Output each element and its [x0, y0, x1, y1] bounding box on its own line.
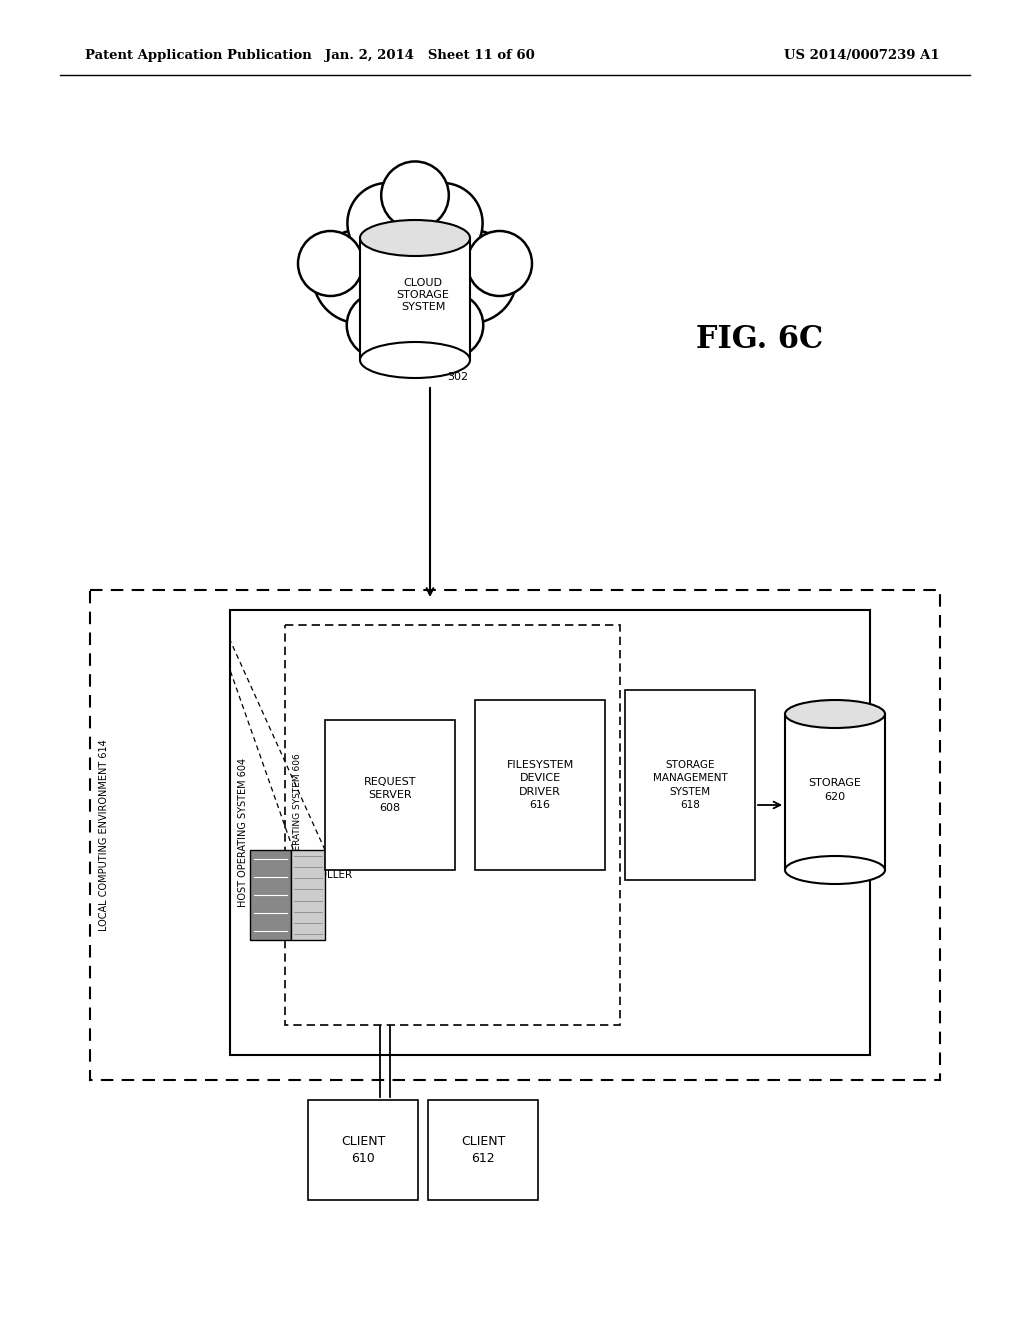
- Text: CLIENT
610: CLIENT 610: [341, 1135, 385, 1166]
- Text: Patent Application Publication: Patent Application Publication: [85, 49, 311, 62]
- Text: Jan. 2, 2014   Sheet 11 of 60: Jan. 2, 2014 Sheet 11 of 60: [326, 49, 535, 62]
- Text: 302: 302: [447, 372, 468, 381]
- Circle shape: [313, 230, 407, 323]
- Text: STORAGE
620: STORAGE 620: [809, 779, 861, 801]
- Circle shape: [381, 161, 449, 230]
- Text: GUEST OPERATING SYSTEM 606: GUEST OPERATING SYSTEM 606: [293, 754, 301, 896]
- Bar: [625, 690, 755, 880]
- Circle shape: [418, 293, 483, 358]
- Bar: [250, 850, 291, 940]
- Bar: [325, 719, 455, 870]
- Ellipse shape: [785, 700, 885, 729]
- Circle shape: [298, 231, 362, 296]
- Bar: [230, 610, 870, 1055]
- Bar: [285, 624, 620, 1026]
- Bar: [291, 850, 325, 940]
- Circle shape: [467, 231, 532, 296]
- Text: FILESYSTEM
DEVICE
DRIVER
616: FILESYSTEM DEVICE DRIVER 616: [507, 760, 573, 809]
- Text: FIG. 6C: FIG. 6C: [696, 325, 823, 355]
- Text: CLOUD
STORAGE
SYSTEM: CLOUD STORAGE SYSTEM: [396, 277, 450, 313]
- Text: STORAGE
MANAGEMENT
SYSTEM
618: STORAGE MANAGEMENT SYSTEM 618: [652, 760, 727, 809]
- Bar: [475, 700, 605, 870]
- Ellipse shape: [785, 855, 885, 884]
- Bar: [428, 1100, 538, 1200]
- Text: LOCAL COMPUTING ENVIRONMENT 614: LOCAL COMPUTING ENVIRONMENT 614: [99, 739, 109, 931]
- Text: US 2014/0007239 A1: US 2014/0007239 A1: [784, 49, 940, 62]
- Circle shape: [347, 293, 412, 358]
- Circle shape: [402, 183, 482, 264]
- Bar: [308, 1100, 418, 1200]
- Text: CLIENT
612: CLIENT 612: [461, 1135, 505, 1166]
- Ellipse shape: [360, 220, 470, 256]
- Text: REQUEST
SERVER
608: REQUEST SERVER 608: [364, 776, 416, 813]
- Circle shape: [424, 230, 517, 323]
- Circle shape: [347, 183, 428, 264]
- Bar: [785, 714, 885, 870]
- Text: HOST OPERATING SYSTEM 604: HOST OPERATING SYSTEM 604: [238, 758, 248, 907]
- Circle shape: [350, 205, 480, 335]
- Text: CLOUD
CONTROLLER
602: CLOUD CONTROLLER 602: [283, 857, 352, 894]
- Ellipse shape: [360, 342, 470, 378]
- Bar: [90, 590, 940, 1080]
- Bar: [360, 238, 470, 360]
